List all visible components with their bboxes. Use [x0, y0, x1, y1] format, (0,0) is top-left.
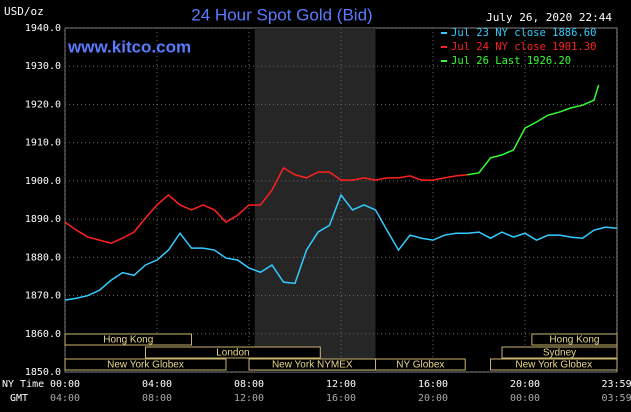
- series-line: [64, 193, 618, 301]
- session: New York NYMEX: [248, 358, 376, 371]
- y-tick-label: 1860.0: [25, 329, 61, 340]
- session-label: London: [216, 348, 249, 359]
- x-tick-gmt-label: 16:00: [326, 393, 356, 404]
- x-tick-gmt-label: 20:00: [418, 393, 448, 404]
- series-line: [467, 84, 600, 176]
- session: Sydney: [501, 346, 618, 359]
- session-label: New York Globex: [107, 360, 184, 371]
- session-bar: [145, 346, 321, 359]
- x-tick-gmt-label: 04:00: [50, 393, 80, 404]
- session-bar: [501, 346, 618, 359]
- session-bar: [64, 333, 192, 346]
- session-bar: [64, 358, 227, 371]
- y-tick-label: 1910.0: [25, 138, 61, 149]
- y-tick-label: 1900.0: [25, 176, 61, 187]
- y-tick-label: 1890.0: [25, 214, 61, 225]
- x-tick-label: 16:00: [418, 379, 448, 390]
- y-tick-label: 1940.0: [25, 23, 61, 34]
- session: New York Globex: [490, 358, 618, 371]
- y-tick-label: 1870.0: [25, 291, 61, 302]
- watermark: www.kitco.com: [67, 37, 191, 56]
- timestamp: July 26, 2020 22:44: [486, 11, 612, 24]
- session-label: New York NYMEX: [272, 360, 353, 371]
- x-tick-label: 00:00: [50, 379, 80, 390]
- session-bar: [490, 358, 618, 371]
- x-tick-label: 08:00: [234, 379, 264, 390]
- session-label: NY Globex: [396, 360, 444, 371]
- x-axis-label: NY Time: [2, 379, 44, 390]
- x-tick-gmt-label: 03:59: [601, 393, 631, 404]
- session-label: Hong Kong: [549, 335, 599, 346]
- x-tick-label: 12:00: [326, 379, 356, 390]
- session-bar: [531, 333, 618, 346]
- y-tick-label: 1850.0: [25, 367, 61, 378]
- series-line: [64, 166, 468, 244]
- session-label: New York Globex: [515, 360, 592, 371]
- x-axis-gmt-label: GMT: [10, 393, 28, 404]
- session-bar: [375, 358, 466, 371]
- legend-label: Jul 26 Last 1926.20: [451, 55, 571, 67]
- y-tick-label: 1880.0: [25, 252, 61, 263]
- y-tick-label: 1930.0: [25, 61, 61, 72]
- legend-label: Jul 23 NY close 1886.60: [451, 27, 596, 39]
- session-label: Sydney: [543, 348, 576, 359]
- session: Hong Kong: [64, 333, 192, 346]
- session: London: [145, 346, 321, 359]
- x-tick-label: 04:00: [142, 379, 172, 390]
- unit-label: USD/oz: [4, 5, 44, 18]
- x-tick-gmt-label: 00:00: [510, 393, 540, 404]
- chart-title: 24 Hour Spot Gold (Bid): [191, 5, 372, 24]
- session: Hong Kong: [531, 333, 618, 346]
- session-label: Hong Kong: [103, 335, 153, 346]
- x-tick-label: 23:59: [601, 379, 631, 390]
- session: New York Globex: [64, 358, 227, 371]
- y-tick-label: 1920.0: [25, 99, 61, 110]
- x-tick-gmt-label: 12:00: [234, 393, 264, 404]
- session: NY Globex: [375, 358, 466, 371]
- x-tick-label: 20:00: [510, 379, 540, 390]
- x-tick-gmt-label: 08:00: [142, 393, 172, 404]
- legend-label: Jul 24 NY close 1901.30: [451, 41, 596, 53]
- shaded-region: [254, 28, 376, 372]
